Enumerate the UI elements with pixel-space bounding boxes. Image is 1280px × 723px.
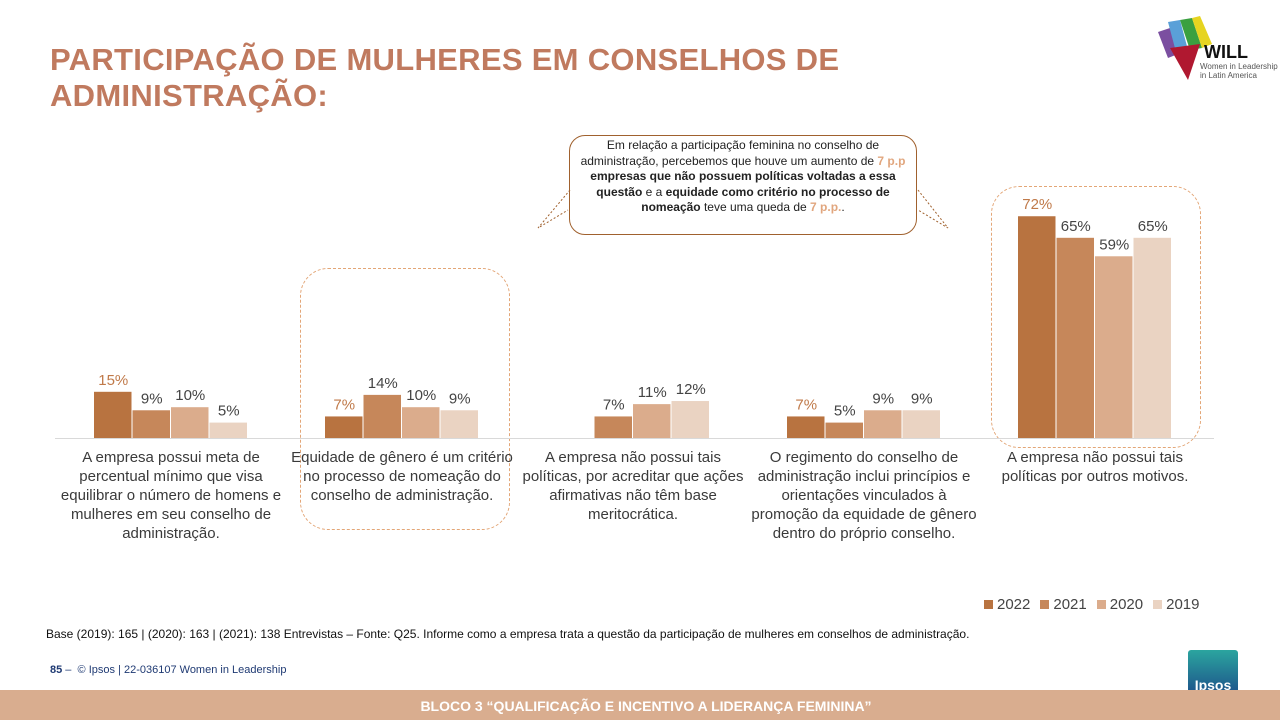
data-label: 7% xyxy=(333,396,355,413)
data-label: 72% xyxy=(1022,196,1052,213)
bar-2021-cat2 xyxy=(363,394,401,438)
legend-label: 2020 xyxy=(1109,596,1144,613)
bar-2020-cat2 xyxy=(402,407,440,438)
base-note: Base (2019): 165 | (2020): 163 | (2021):… xyxy=(46,627,970,641)
legend-item-2022: 2022 xyxy=(984,596,1030,613)
data-label: 14% xyxy=(368,375,398,392)
data-label: 5% xyxy=(834,403,856,420)
bar-2019-cat4 xyxy=(902,410,940,438)
data-label: 7% xyxy=(795,396,817,413)
category-label: A empresa não possui tais políticas, por… xyxy=(522,449,744,523)
bar-2021-cat4 xyxy=(825,422,863,438)
data-label: 9% xyxy=(449,390,471,407)
insight-callout: Em relação a participação feminina no co… xyxy=(569,135,917,235)
data-label: 11% xyxy=(638,384,667,401)
data-label: 65% xyxy=(1138,218,1168,235)
legend-item-2019: 2019 xyxy=(1153,596,1200,613)
legend-label: 2022 xyxy=(997,596,1031,613)
data-label: 15% xyxy=(98,372,128,389)
data-label: 9% xyxy=(911,390,933,407)
ipsos-logo: Ipsos xyxy=(1188,650,1238,696)
bar-2021-cat5 xyxy=(1056,237,1094,438)
svg-text:WILL: WILL xyxy=(1204,42,1248,62)
page-number: 85 xyxy=(50,664,63,676)
data-label: 5% xyxy=(218,403,240,420)
bar-2022-cat4 xyxy=(787,416,825,438)
bar-2021-cat3 xyxy=(594,416,632,438)
page-footer: 85 – © Ipsos | 22-036107 Women in Leader… xyxy=(50,664,287,676)
category-label: A empresa possui meta de percentual míni… xyxy=(60,449,282,542)
legend-item-2021: 2021 xyxy=(1040,596,1087,613)
data-label: 12% xyxy=(676,381,706,398)
data-label: 65% xyxy=(1061,218,1091,235)
legend-label: 2019 xyxy=(1166,596,1200,613)
legend-item-2020: 2020 xyxy=(1096,596,1144,613)
category-label: O regimento do conselho de administração… xyxy=(751,449,977,542)
category-label: A empresa não possui tais políticas por … xyxy=(1001,449,1189,485)
legend-swatch xyxy=(1040,600,1050,609)
bar-2019-cat5 xyxy=(1133,237,1171,438)
section-footer: BLOCO 3 “QUALIFICAÇÃO E INCENTIVO A LIDE… xyxy=(0,690,1280,720)
legend-swatch xyxy=(1153,600,1163,609)
bar-2021-cat1 xyxy=(132,410,170,438)
data-label: 9% xyxy=(141,390,163,407)
data-label: 10% xyxy=(175,387,205,404)
chart-legend: 2022 2021 2020 2019 xyxy=(984,596,1200,613)
bar-2019-cat3 xyxy=(671,401,709,438)
legend-swatch xyxy=(984,600,993,609)
will-logo: WILL xyxy=(1158,16,1248,80)
data-label: 7% xyxy=(603,396,625,413)
data-label: 59% xyxy=(1099,236,1129,253)
bar-2019-cat1 xyxy=(209,422,247,438)
bar-2020-cat3 xyxy=(633,404,671,438)
bar-2022-cat5 xyxy=(1018,216,1056,438)
callout-pointers xyxy=(537,189,949,229)
bar-2020-cat5 xyxy=(1095,256,1133,438)
bar-2022-cat2 xyxy=(325,416,363,438)
copyright: © Ipsos | 22-036107 Women in Leadership xyxy=(77,664,287,676)
legend-swatch xyxy=(1096,600,1106,609)
data-label: 9% xyxy=(872,390,894,407)
bar-2022-cat1 xyxy=(94,391,132,438)
page-title: PARTICIPAÇÃO DE MULHERES EM CONSELHOS DE… xyxy=(50,42,840,113)
logo-subtitle: Women in Leadership in Latin America xyxy=(1200,62,1278,80)
category-label: Equidade de gênero é um critério no proc… xyxy=(291,449,513,504)
bar-2020-cat1 xyxy=(171,407,209,438)
highlight-box-other-reasons xyxy=(991,186,1201,448)
highlight-box-gender-criterion xyxy=(300,268,510,530)
bar-2020-cat4 xyxy=(864,410,902,438)
bar-2019-cat2 xyxy=(440,410,478,438)
data-label: 10% xyxy=(406,387,436,404)
legend-label: 2021 xyxy=(1053,596,1087,613)
